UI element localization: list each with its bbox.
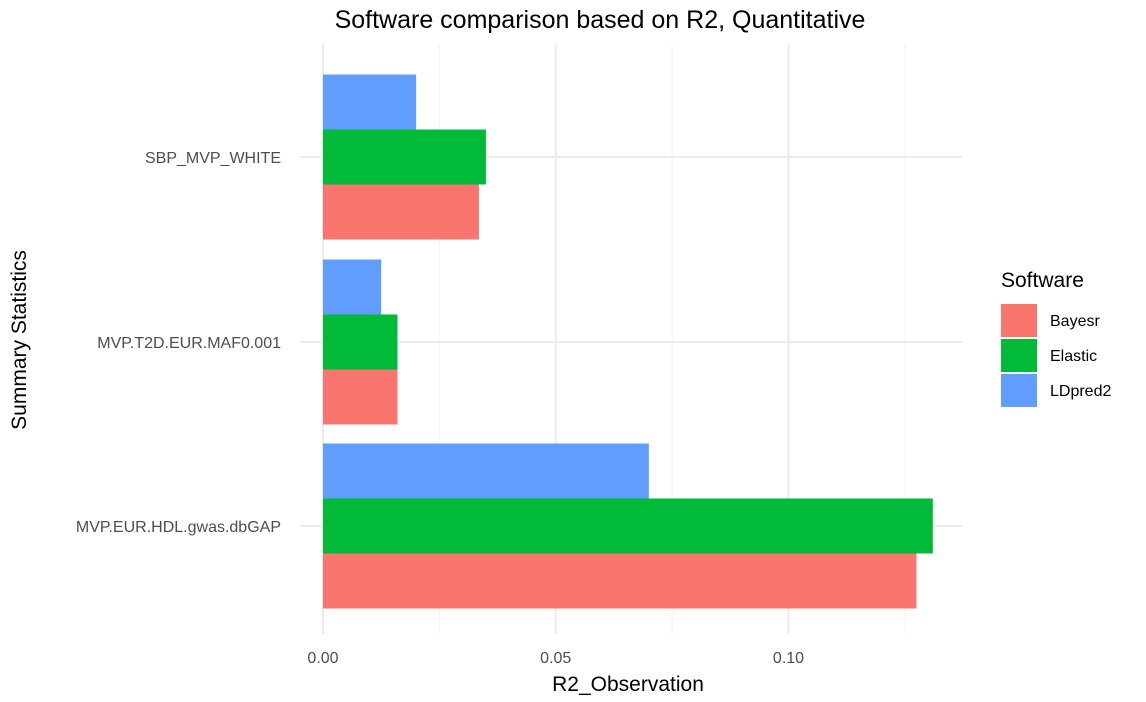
x-tick-label: 0.10 xyxy=(773,650,804,667)
legend-swatch-ldpred2 xyxy=(1001,374,1037,407)
bar-ldpred2-1 xyxy=(323,259,382,315)
bar-ldpred2-0 xyxy=(323,74,417,130)
legend-swatch-elastic xyxy=(1001,339,1037,372)
legend-title: Software xyxy=(1001,269,1084,292)
legend-label-ldpred2: LDpred2 xyxy=(1050,383,1111,400)
bar-bayesr-1 xyxy=(323,369,398,425)
legend: Software Bayesr Elastic LDpred2 xyxy=(1001,269,1111,407)
category-label: SBP_MVP_WHITE xyxy=(145,150,281,167)
bar-bayesr-0 xyxy=(323,184,479,240)
legend-label-elastic: Elastic xyxy=(1050,348,1097,365)
legend-swatch-bayesr xyxy=(1001,304,1037,337)
bars xyxy=(323,74,933,609)
bar-ldpred2-2 xyxy=(323,443,649,499)
x-tick-labels: 0.00 0.05 0.10 xyxy=(307,650,804,667)
bar-elastic-1 xyxy=(323,314,398,370)
chart-title: Software comparison based on R2, Quantit… xyxy=(335,6,866,34)
x-tick-label: 0.05 xyxy=(540,650,571,667)
y-axis-title: Summary Statistics xyxy=(8,250,31,430)
category-label: MVP.T2D.EUR.MAF0.001 xyxy=(97,335,281,352)
x-axis-title: R2_Observation xyxy=(552,673,704,696)
bar-bayesr-2 xyxy=(323,553,917,609)
category-labels: SBP_MVP_WHITE MVP.T2D.EUR.MAF0.001 MVP.EUR… xyxy=(76,150,281,536)
bar-elastic-0 xyxy=(323,129,486,185)
category-label: MVP.EUR.HDL.gwas.dbGAP xyxy=(76,519,281,536)
x-tick-label: 0.00 xyxy=(307,650,338,667)
legend-label-bayesr: Bayesr xyxy=(1050,313,1100,330)
bar-elastic-2 xyxy=(323,498,933,554)
